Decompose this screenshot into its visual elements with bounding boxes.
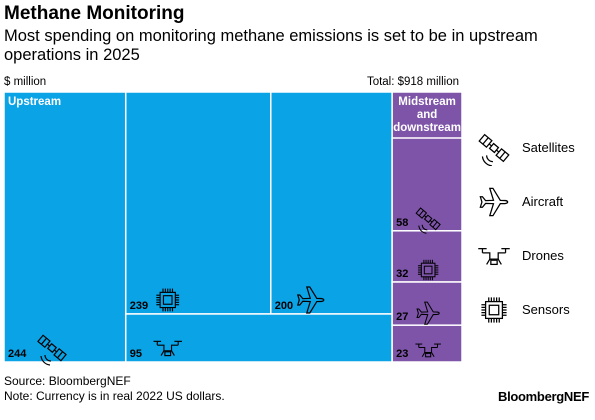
legend-label: Aircraft <box>522 194 564 209</box>
currency-note: Note: Currency is in real 2022 US dollar… <box>4 389 225 403</box>
segment-label-upstream: Upstream <box>8 96 61 108</box>
segment-label-midstream-line: downstream <box>393 122 461 134</box>
legend-item-satellites: Satellites <box>476 128 595 166</box>
treemap-cell-upstream-sensors: 239 <box>124 91 272 315</box>
value-label: 23 <box>396 348 408 360</box>
legend-item-aircraft: Aircraft <box>476 182 595 220</box>
chart-subtitle: Most spending on monitoring methane emis… <box>4 27 538 64</box>
total-label: Total: $918 million <box>366 76 459 88</box>
cell-drone-icon <box>415 343 441 358</box>
source-note: Source: BloombergNEF <box>4 374 131 388</box>
value-label: 32 <box>396 268 408 280</box>
legend-label: Drones <box>522 248 564 263</box>
value-label: 58 <box>396 217 408 229</box>
value-label: 244 <box>8 348 27 360</box>
value-label: 27 <box>396 311 408 323</box>
treemap-cell-upstream-aircraft: 200 <box>270 91 393 315</box>
treemap-cell-midstream-aircraft: 27 <box>391 281 463 326</box>
value-label: 239 <box>130 300 148 312</box>
treemap-cell-upstream-satellites: 244 <box>3 91 127 363</box>
legend-label: Satellites <box>522 140 575 155</box>
cell-airplane-icon <box>416 301 440 325</box>
value-label: 95 <box>130 348 142 360</box>
value-label: 200 <box>275 300 293 312</box>
cell-airplane-icon <box>296 286 325 314</box>
drone-icon <box>478 248 510 266</box>
legend: Satellites Aircraft Drones Sensors <box>476 128 595 328</box>
bloombergnef-logo: BloombergNEF <box>497 389 589 404</box>
satellite-icon <box>478 133 510 166</box>
legend-item-sensors: Sensors <box>476 290 595 328</box>
cell-sensor-chip-icon <box>156 288 180 312</box>
airplane-icon <box>479 187 509 217</box>
legend-label: Sensors <box>522 302 570 317</box>
cell-rect <box>124 91 272 315</box>
cell-rect <box>391 324 463 363</box>
cell-rect <box>124 313 393 363</box>
cell-rect <box>3 91 127 363</box>
segment-label-midstream-line: Midstream <box>398 96 456 108</box>
chart-title: Methane Monitoring <box>4 3 185 24</box>
footer-notes: Source: BloombergNEF Note: Currency is i… <box>4 374 225 404</box>
cell-satellite-icon <box>415 207 441 234</box>
treemap-cell-upstream-drones: 95 <box>124 313 393 363</box>
legend-item-drones: Drones <box>476 236 595 274</box>
treemap-cell-midstream-satellites: 58 <box>391 137 463 232</box>
cell-sensor-chip-icon <box>417 259 439 281</box>
treemap-cell-midstream-drones: 23 <box>391 324 463 363</box>
unit-label: $ million <box>4 76 47 88</box>
sensor-chip-icon <box>481 297 507 323</box>
cell-drone-icon <box>153 340 182 357</box>
cell-satellite-icon <box>37 334 67 366</box>
cell-rect <box>270 91 393 315</box>
segment-label-midstream-line: and <box>417 109 437 121</box>
